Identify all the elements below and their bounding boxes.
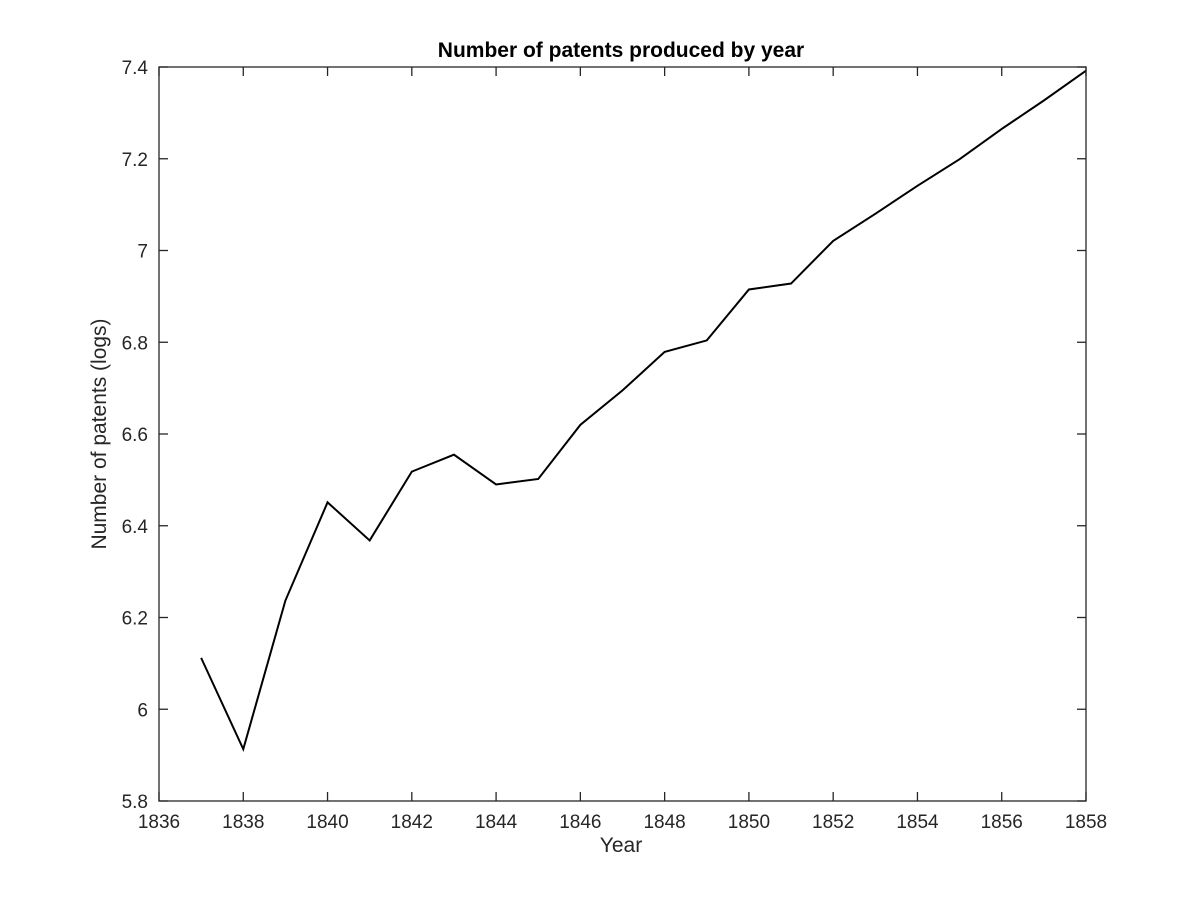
y-tick-label: 7.2 [122,150,148,171]
x-tick-label: 1850 [728,812,770,833]
y-tick-label: 6.6 [122,425,148,446]
series-line-0 [200,69,1087,753]
y-tick-label: 6 [137,700,148,721]
x-axis: 1836 1838 1840 1842 1844 1846 1848 1850 1852 1854… [138,67,1107,833]
x-tick-label: 1846 [559,812,601,833]
x-tick-label: 1844 [475,812,518,833]
x-tick-label: 1836 [138,812,180,833]
x-tick-label: 1856 [981,812,1023,833]
y-tick-label: 6.8 [122,333,148,354]
axes-box [158,66,1087,802]
y-tick-label: 5.8 [122,792,148,813]
x-tick-label: 1840 [306,812,348,833]
x-tick-label: 1842 [391,812,433,833]
y-axis-title: Number of patents (logs) [88,318,111,549]
x-tick-label: 1848 [643,812,685,833]
x-tick-label: 1854 [896,812,939,833]
y-tick-label: 7 [137,242,148,263]
plot-area [158,66,1087,802]
x-tick-label: 1838 [222,812,264,833]
y-tick-label: 6.2 [122,609,148,630]
chart-title: Number of patents produced by year [438,39,804,62]
y-axis: 5.8 6 6.2 6.4 6.6 6.8 7 7.2 7.4 [122,58,1086,813]
x-axis-title: Year [600,834,642,857]
x-tick-label: 1858 [1065,812,1107,833]
y-tick-label: 7.4 [122,58,149,79]
x-tick-label: 1852 [812,812,854,833]
y-tick-label: 6.4 [122,517,149,538]
